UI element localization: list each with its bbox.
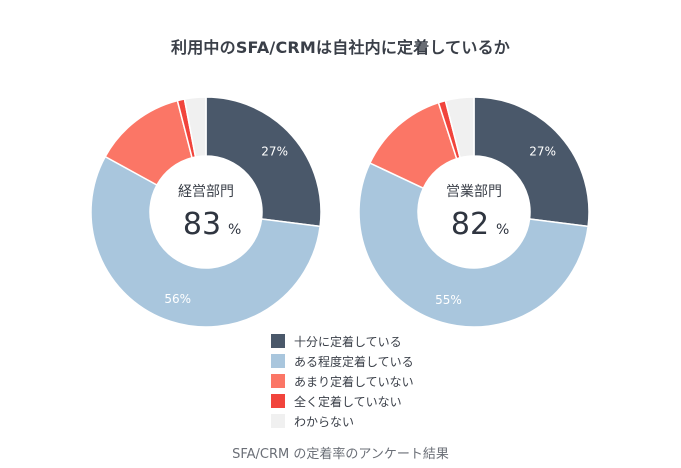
legend-label: あまり定着していない [294, 374, 414, 389]
donut-slice [90, 155, 321, 328]
legend-swatch [271, 334, 285, 348]
legend-swatch [271, 354, 285, 368]
donut-slice [473, 96, 590, 228]
legend-item: 全く定着していない [271, 391, 414, 411]
donut-executive: 27% 56% 経営部門 83% [90, 96, 322, 328]
legend-swatch [271, 394, 285, 408]
donut-slice [358, 162, 589, 328]
legend-label: 十分に定着している [294, 334, 402, 349]
legend-label: ある程度定着している [294, 354, 414, 369]
center-unit: % [496, 222, 509, 238]
legend-item: わからない [271, 411, 414, 431]
legend-item: あまり定着していない [271, 371, 414, 391]
donut-slice [183, 96, 207, 158]
center-value: 83 [183, 207, 221, 242]
donut-slice [444, 96, 475, 159]
donut-slice [205, 96, 322, 228]
center-value: 82 [451, 207, 489, 242]
slice-label: 56% [164, 292, 191, 306]
legend: 十分に定着している ある程度定着している あまり定着していない 全く定着していな… [271, 331, 414, 431]
legend-item: ある程度定着している [271, 351, 414, 371]
slice-label: 55% [435, 293, 462, 307]
legend-swatch [271, 414, 285, 428]
center-label: 営業部門 [446, 184, 502, 200]
legend-label: わからない [294, 414, 355, 429]
legend-swatch [271, 374, 285, 388]
slice-label: 27% [261, 144, 288, 158]
slice-label: 27% [529, 144, 556, 158]
chart-caption: SFA/CRM の定着率のアンケート結果 [232, 447, 449, 462]
center-label: 経営部門 [178, 184, 234, 200]
legend-item: 十分に定着している [271, 331, 414, 351]
chart-title: 利用中のSFA/CRMは自社内に定着しているか [171, 38, 510, 57]
donut-sales: 27% 55% 営業部門 82% [358, 96, 590, 328]
center-unit: % [228, 222, 241, 238]
legend-label: 全く定着していない [294, 394, 402, 409]
